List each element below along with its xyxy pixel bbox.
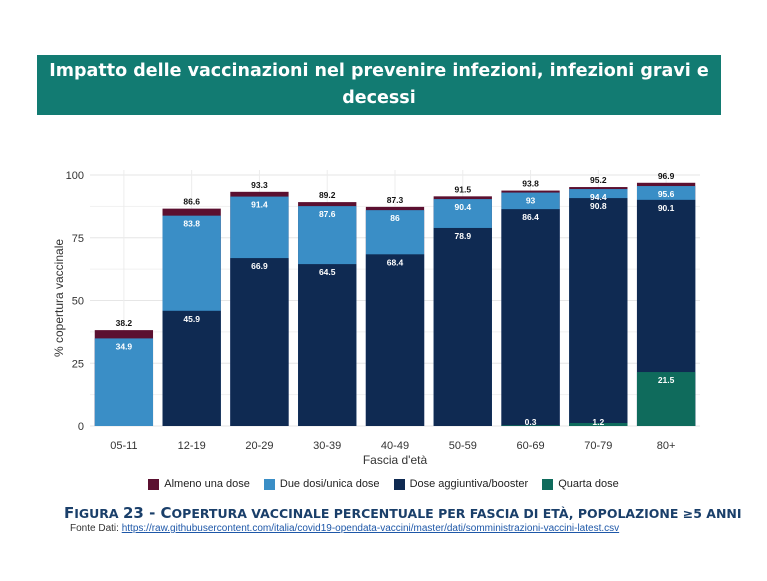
bar-dose-aggiuntiva-booster-70-79 <box>569 198 628 426</box>
value-label: 91.5 <box>455 184 472 194</box>
y-tick-label: 25 <box>72 358 84 370</box>
value-label: 78.9 <box>455 231 472 241</box>
value-label: 93.8 <box>522 179 539 189</box>
caption-c: C <box>160 504 172 522</box>
value-label: 91.4 <box>251 200 268 210</box>
bar-dose-aggiuntiva-booster-50-59 <box>433 227 492 426</box>
value-label: 1.2 <box>592 417 604 427</box>
legend-label: Almeno una dose <box>164 478 250 490</box>
bar-dose-aggiuntiva-booster-40-49 <box>365 254 425 426</box>
caption-initial: F <box>64 504 75 522</box>
legend-swatch <box>148 478 160 490</box>
caption-number: 23 - <box>122 504 161 522</box>
x-tick-label: 80+ <box>657 440 676 452</box>
y-tick-label: 0 <box>78 421 84 433</box>
y-tick-label: 75 <box>72 233 84 245</box>
x-axis-label: Fascia d'età <box>363 453 428 467</box>
legend: Almeno una dose Due dosi/unica dose Dose a… <box>0 478 767 490</box>
legend-item: Quarta dose <box>542 478 619 490</box>
value-label: 86 <box>390 213 400 223</box>
y-tick-label: 100 <box>66 170 84 182</box>
legend-item: Almeno una dose <box>148 478 250 490</box>
legend-swatch <box>263 478 275 490</box>
caption-text: OPERTURA VACCINALE PERCENTUALE PER FASCI… <box>171 506 742 521</box>
source-link[interactable]: https://raw.githubusercontent.com/italia… <box>121 523 620 534</box>
value-label: 90.4 <box>455 202 472 212</box>
y-tick-label: 50 <box>72 296 84 308</box>
bar-quarta-dose-80+ <box>636 372 696 426</box>
source-label: Fonte Dati: <box>70 523 122 534</box>
value-label: 34.9 <box>116 341 133 351</box>
bar-due-dosi-unica-dose-05-11 <box>94 338 154 426</box>
value-label: 90.1 <box>658 203 675 213</box>
value-label: 86.4 <box>522 212 539 222</box>
x-tick-label: 20-29 <box>245 440 273 452</box>
value-label: 66.9 <box>251 261 268 271</box>
bar-dose-aggiuntiva-booster-20-29 <box>230 258 289 426</box>
legend-label: Dose aggiuntiva/booster <box>409 478 529 490</box>
title-banner: Impatto delle vaccinazioni nel prevenire… <box>37 55 721 115</box>
bars <box>94 182 696 426</box>
value-label: 45.9 <box>183 314 200 324</box>
value-label: 86.6 <box>183 197 200 207</box>
banner-title-line2: decessi <box>342 88 416 108</box>
value-label: 64.5 <box>319 267 336 277</box>
banner-title-line1: Impatto delle vaccinazioni nel prevenire… <box>49 61 709 81</box>
bar-dose-aggiuntiva-booster-60-69 <box>501 209 560 426</box>
value-label: 68.4 <box>387 257 404 267</box>
value-label: 21.5 <box>658 375 675 385</box>
value-labels: 38.2 34.9 86.6 83.8 45.9 93.3 91.4 66.9 89.2 87.6… <box>116 171 675 427</box>
x-tick-label: 50-59 <box>449 440 477 452</box>
value-label: 93 <box>526 196 536 206</box>
caption-figura: IGURA <box>74 506 119 521</box>
y-axis-label: % copertura vaccinale <box>52 239 66 357</box>
value-label: 94.4 <box>590 192 607 202</box>
value-label: 0.3 <box>525 417 537 427</box>
legend-label: Quarta dose <box>558 478 619 490</box>
bar-dose-aggiuntiva-booster-12-19 <box>162 310 221 426</box>
x-tick-label: 60-69 <box>516 440 544 452</box>
value-label: 95.6 <box>658 189 675 199</box>
figure-caption: FIGURA 23 - COPERTURA VACCINALE PERCENTU… <box>64 504 742 522</box>
bar-quarta-dose-70-79 <box>569 422 628 426</box>
value-label: 87.6 <box>319 209 336 219</box>
x-tick-label: 70-79 <box>584 440 612 452</box>
value-label: 83.8 <box>183 219 200 229</box>
x-tick-label: 30-39 <box>313 440 341 452</box>
bar-dose-aggiuntiva-booster-30-39 <box>298 264 357 426</box>
legend-swatch <box>393 478 405 490</box>
value-label: 38.2 <box>116 318 133 328</box>
legend-item: Due dosi/unica dose <box>263 478 380 490</box>
value-label: 89.2 <box>319 190 336 200</box>
value-label: 95.2 <box>590 175 607 185</box>
value-label: 90.8 <box>590 201 607 211</box>
value-label: 96.9 <box>658 171 675 181</box>
value-label: 93.3 <box>251 180 268 190</box>
legend-swatch <box>542 478 554 490</box>
x-tick-label: 05-11 <box>110 440 137 452</box>
bar-quarta-dose-60-69 <box>501 425 560 426</box>
legend-label: Due dosi/unica dose <box>279 478 380 490</box>
axes: 0 25 50 75 100 05-11 12-19 20-29 30-39 40-49 50-59… <box>52 170 675 467</box>
coverage-bar-chart: 38.2 34.9 86.6 83.8 45.9 93.3 91.4 66.9 89.2 87.6… <box>52 170 700 467</box>
data-source: Fonte Dati: https://raw.githubuserconten… <box>70 523 619 534</box>
x-tick-label: 40-49 <box>381 440 409 452</box>
x-tick-label: 12-19 <box>178 440 206 452</box>
legend-item: Dose aggiuntiva/booster <box>393 478 529 490</box>
value-label: 87.3 <box>387 195 404 205</box>
